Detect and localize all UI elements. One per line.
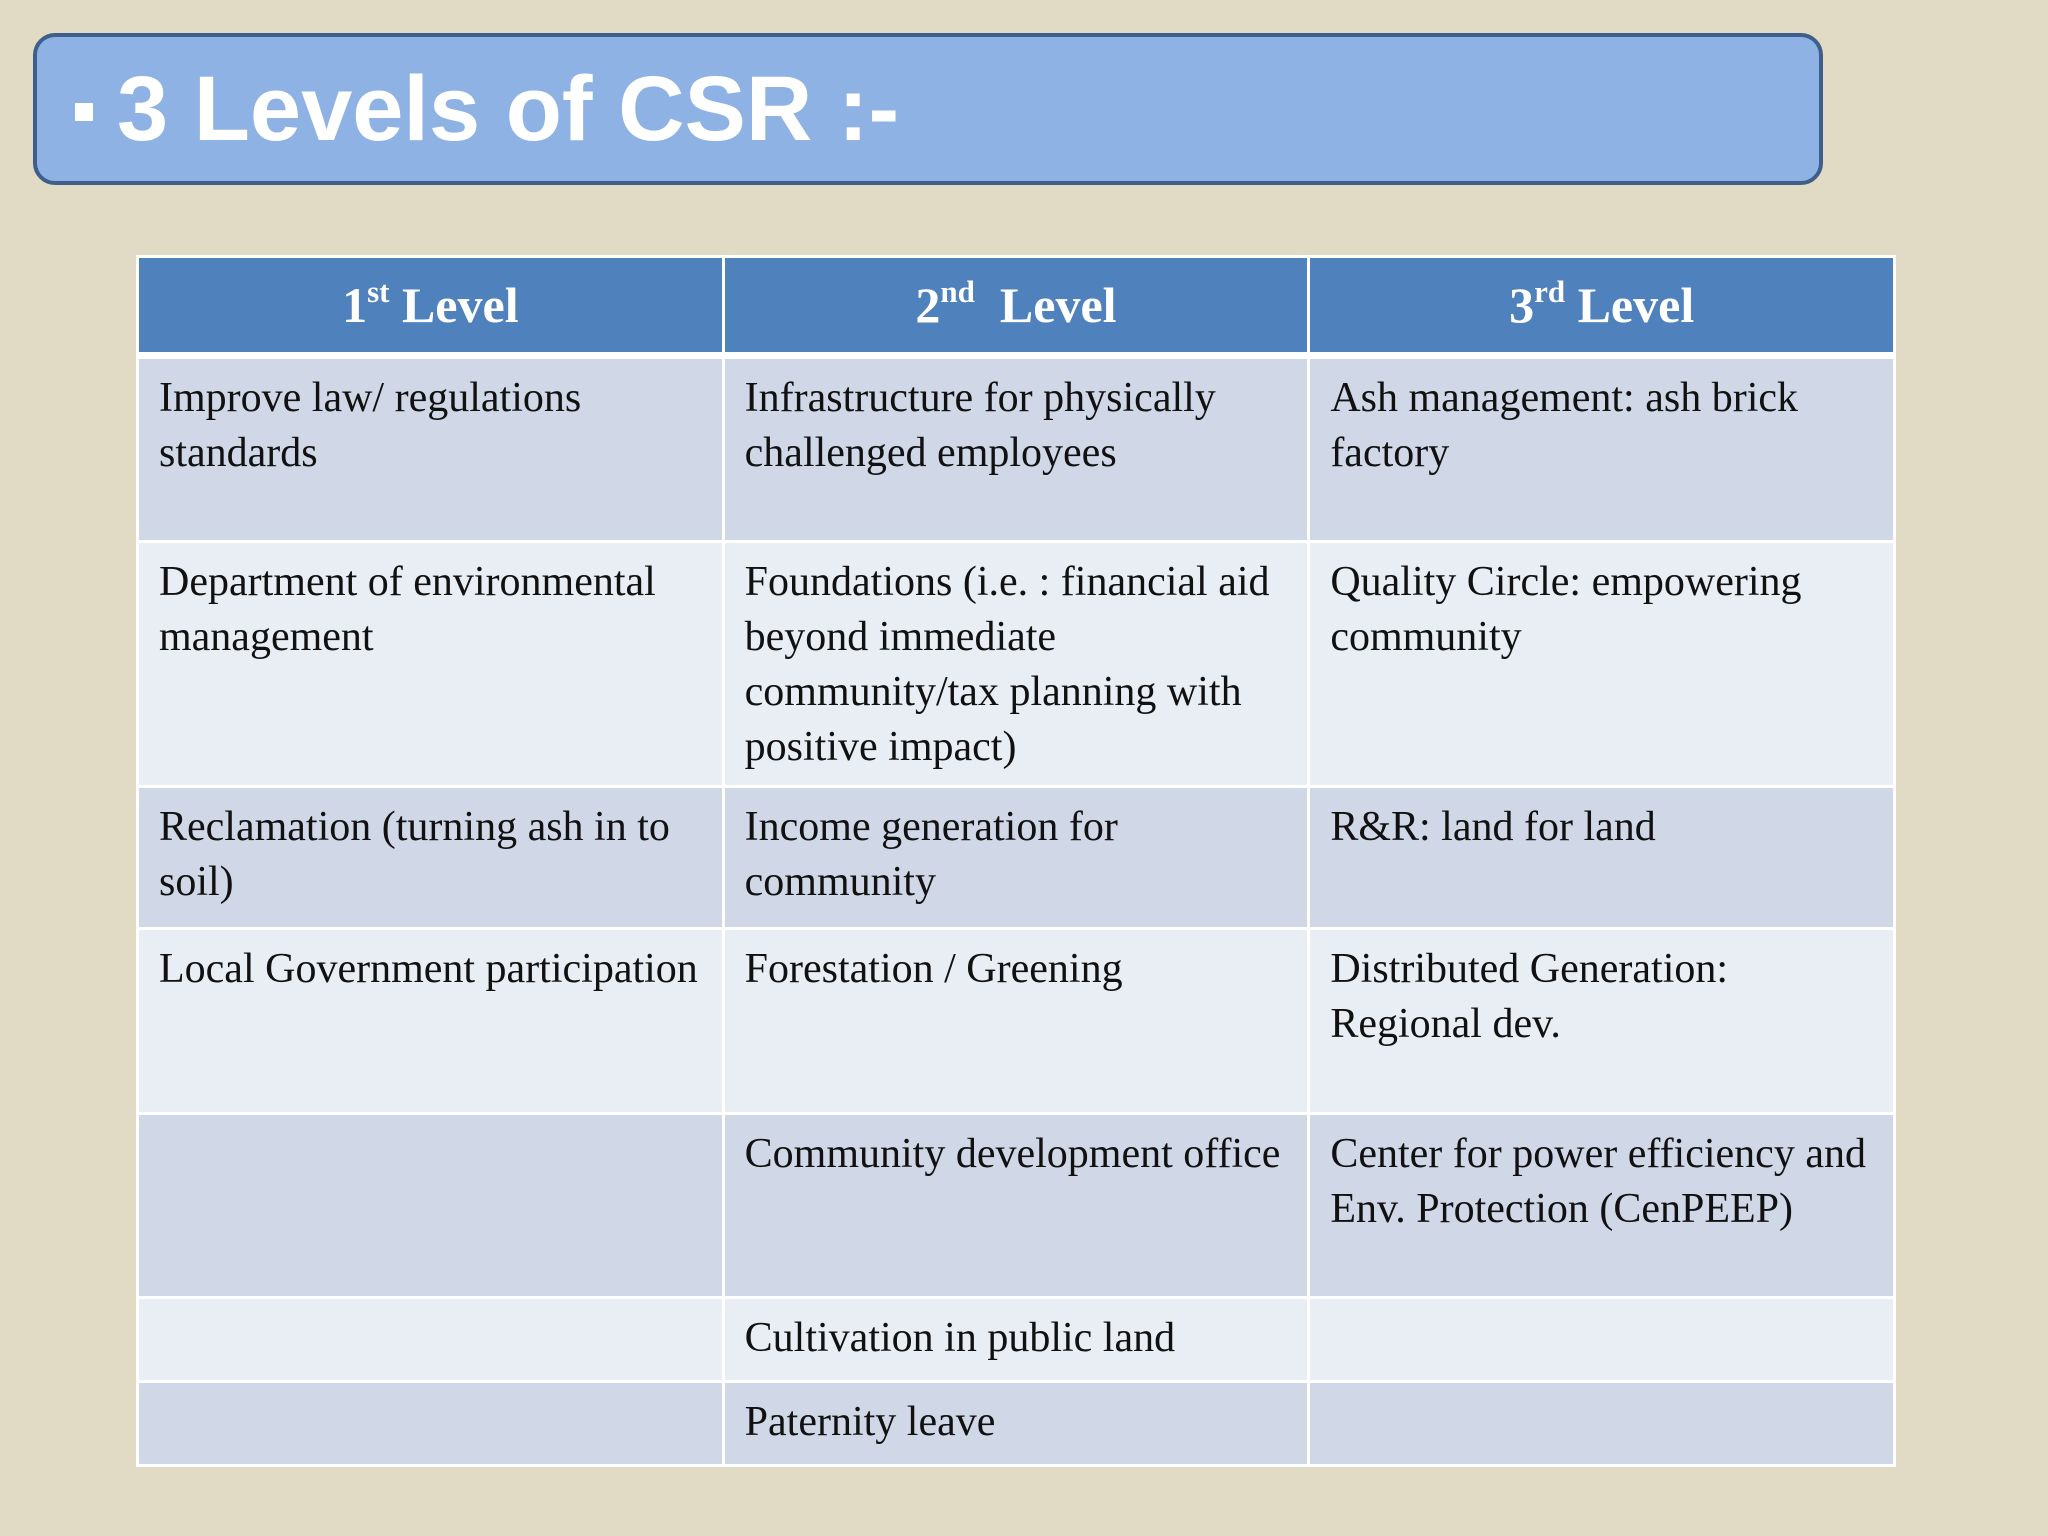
table-cell: Department of environmental management <box>136 540 725 788</box>
table-cell: R&R: land for land <box>1307 785 1896 930</box>
table-cell: Distributed Generation: Regional dev. <box>1307 927 1896 1115</box>
table-cell: Ash management: ash brick factory <box>1307 354 1896 543</box>
ordinal-suffix: nd <box>940 274 975 309</box>
ordinal-suffix: st <box>367 274 390 309</box>
table-row: Community development office Center for … <box>136 1112 1896 1299</box>
table-header-row: 1st Level 2nd Level 3rd Level <box>136 255 1896 359</box>
table-cell: Income generation for community <box>721 785 1311 930</box>
table-row: Paternity leave <box>136 1380 1896 1467</box>
table-cell: Improve law/ regulations standards <box>136 354 725 543</box>
table-cell: Cultivation in public land <box>721 1296 1311 1383</box>
bullet-icon <box>75 103 93 121</box>
table-row: Department of environmental management F… <box>136 540 1896 788</box>
table-cell: Center for power efficiency and Env. Pro… <box>1307 1112 1896 1299</box>
table-cell: Forestation / Greening <box>721 927 1311 1115</box>
header-level-2: 2nd Level <box>721 255 1311 359</box>
table-cell <box>136 1112 725 1299</box>
table-row: Local Government participation Forestati… <box>136 927 1896 1115</box>
table-row: Reclamation (turning ash in to soil) Inc… <box>136 785 1896 930</box>
table-cell <box>1307 1380 1896 1467</box>
table-cell: Quality Circle: empowering community <box>1307 540 1896 788</box>
table-cell: Foundations (i.e. : financial aid beyond… <box>721 540 1311 788</box>
table-cell: Community development office <box>721 1112 1311 1299</box>
title-box: 3 Levels of CSR :- <box>33 33 1823 185</box>
csr-levels-table: 1st Level 2nd Level 3rd Level Improve la… <box>136 255 1896 1467</box>
header-level-3: 3rd Level <box>1307 255 1896 359</box>
header-level-1: 1st Level <box>136 255 725 359</box>
table-cell: Paternity leave <box>721 1380 1311 1467</box>
table-cell <box>1307 1296 1896 1383</box>
table-row: Improve law/ regulations standards Infra… <box>136 354 1896 543</box>
slide-title: 3 Levels of CSR :- <box>117 58 900 160</box>
table-cell: Local Government participation <box>136 927 725 1115</box>
table-cell <box>136 1380 725 1467</box>
table-cell <box>136 1296 725 1383</box>
table-cell: Reclamation (turning ash in to soil) <box>136 785 725 930</box>
table-row: Cultivation in public land <box>136 1296 1896 1383</box>
ordinal-suffix: rd <box>1534 274 1566 309</box>
table-cell: Infrastructure for physically challenged… <box>721 354 1311 543</box>
